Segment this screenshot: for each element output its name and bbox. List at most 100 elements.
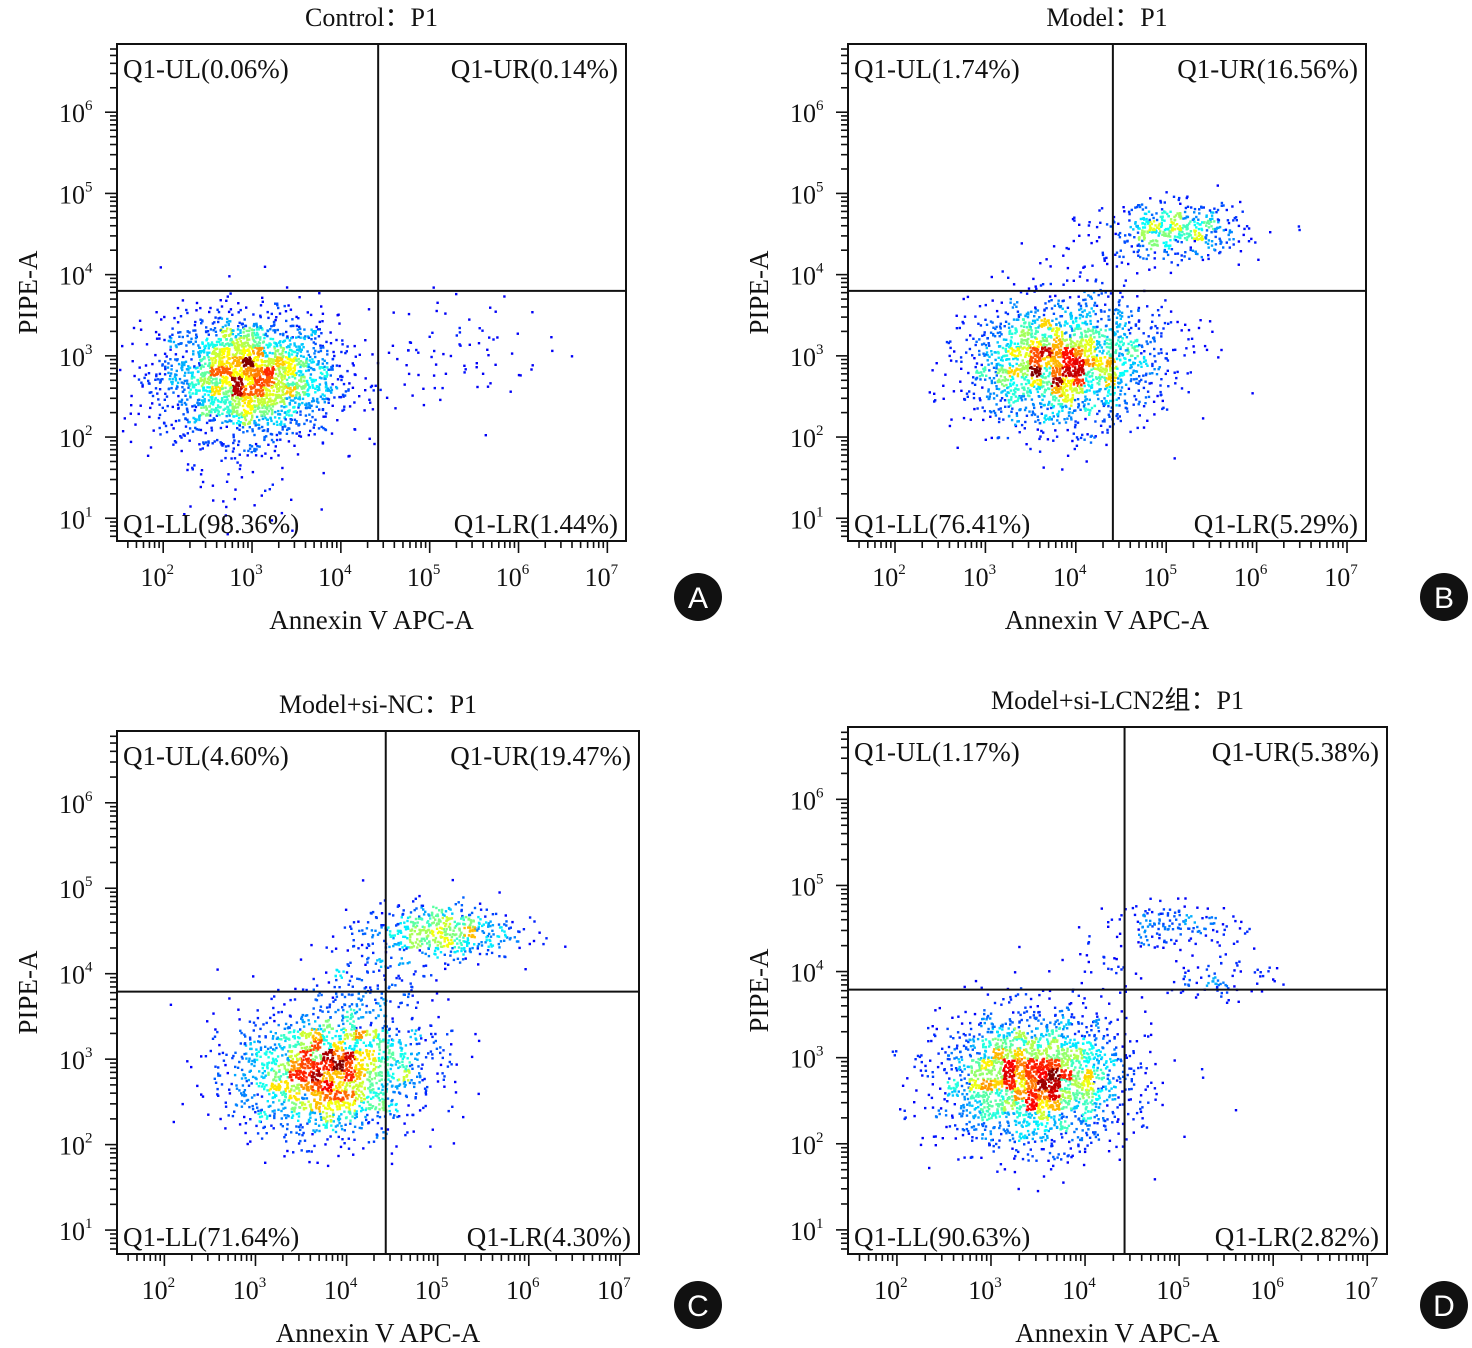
event-point xyxy=(1062,386,1066,390)
event-point xyxy=(307,365,311,369)
event-point xyxy=(274,302,277,305)
event-point xyxy=(190,337,193,340)
event-point xyxy=(1028,323,1031,326)
event-point xyxy=(250,445,254,448)
event-point xyxy=(307,363,310,366)
event-point xyxy=(1085,340,1088,343)
event-point xyxy=(226,347,229,350)
event-point xyxy=(1005,354,1009,357)
event-point xyxy=(1034,332,1037,335)
event-point xyxy=(1080,331,1083,335)
event-point xyxy=(188,384,191,388)
event-point xyxy=(1062,372,1065,376)
event-point xyxy=(1015,367,1019,371)
event-point xyxy=(237,382,240,385)
event-point xyxy=(1030,310,1033,313)
event-point xyxy=(1104,329,1107,332)
event-point xyxy=(1092,367,1095,370)
event-point xyxy=(284,383,287,387)
event-point xyxy=(1074,351,1077,354)
event-point xyxy=(1108,328,1111,331)
event-point xyxy=(241,361,245,364)
event-point xyxy=(197,351,200,354)
event-point xyxy=(230,397,234,400)
event-point xyxy=(240,349,243,352)
event-point xyxy=(1131,346,1134,349)
event-point xyxy=(1072,352,1075,356)
event-point xyxy=(1113,371,1116,375)
event-point xyxy=(259,325,262,328)
event-point xyxy=(975,371,978,374)
event-point xyxy=(180,449,183,453)
event-point xyxy=(257,380,260,383)
event-point xyxy=(329,331,332,334)
event-point xyxy=(1114,367,1117,370)
event-point xyxy=(1088,362,1092,366)
event-point xyxy=(273,341,276,344)
event-point xyxy=(1069,334,1072,337)
event-point xyxy=(271,366,275,370)
event-point xyxy=(1069,336,1072,340)
event-point xyxy=(171,327,174,330)
event-point xyxy=(210,408,213,411)
event-point xyxy=(307,406,310,409)
event-point xyxy=(441,386,444,390)
event-point xyxy=(1118,404,1121,407)
event-point xyxy=(1097,397,1100,401)
event-point xyxy=(246,343,250,346)
event-point xyxy=(1002,368,1005,372)
event-point xyxy=(237,347,240,350)
event-point xyxy=(1117,397,1120,400)
event-point xyxy=(321,362,324,365)
event-point xyxy=(289,343,292,346)
event-point xyxy=(151,394,155,398)
event-point xyxy=(259,348,262,351)
event-point xyxy=(1040,405,1043,409)
event-point xyxy=(254,333,257,337)
event-point xyxy=(254,442,258,446)
event-point xyxy=(1120,386,1124,389)
event-point xyxy=(234,400,237,403)
event-point xyxy=(1020,364,1023,367)
event-point xyxy=(1020,342,1023,345)
event-point xyxy=(130,394,133,398)
event-point xyxy=(341,393,345,396)
x-tick-label: 106 xyxy=(496,562,530,592)
event-point xyxy=(157,398,160,401)
event-point xyxy=(1078,308,1081,312)
event-point xyxy=(204,344,207,347)
event-point xyxy=(1059,323,1062,327)
event-point xyxy=(258,406,261,410)
event-point xyxy=(344,390,348,393)
event-point xyxy=(1020,370,1023,373)
event-point xyxy=(266,423,270,426)
event-point xyxy=(1006,343,1009,346)
event-point xyxy=(247,329,251,333)
event-point xyxy=(185,382,189,385)
event-point xyxy=(174,441,178,444)
event-point xyxy=(220,354,224,357)
event-point xyxy=(299,350,303,353)
event-point xyxy=(130,404,133,407)
event-point xyxy=(997,436,1000,439)
event-point xyxy=(262,333,265,336)
event-point xyxy=(1031,371,1034,374)
event-point xyxy=(318,376,322,379)
event-point xyxy=(287,414,291,417)
event-point xyxy=(251,414,254,417)
event-point xyxy=(1186,236,1189,239)
event-point xyxy=(1110,346,1113,349)
event-point xyxy=(245,414,248,417)
event-point xyxy=(216,367,219,371)
event-point xyxy=(321,441,325,444)
event-point xyxy=(235,383,238,386)
event-point xyxy=(489,382,492,385)
event-point xyxy=(233,345,237,348)
event-point xyxy=(147,379,150,383)
event-point xyxy=(299,327,302,331)
event-point xyxy=(317,427,321,430)
event-point xyxy=(1055,377,1058,380)
event-point xyxy=(1022,325,1026,328)
event-point xyxy=(1017,388,1020,391)
event-point xyxy=(1094,367,1097,370)
